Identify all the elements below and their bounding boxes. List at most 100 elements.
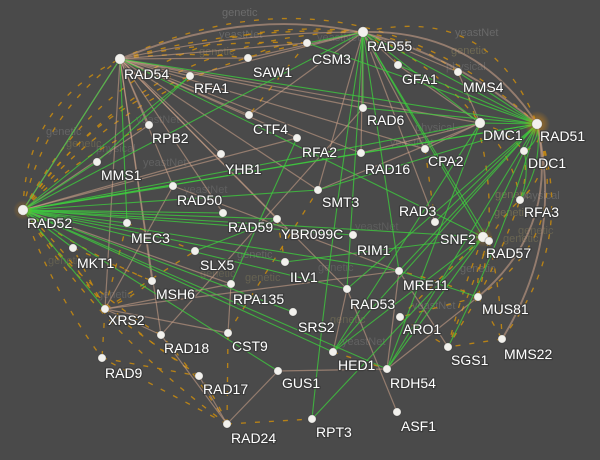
- node-label-YHB1: YHB1: [225, 161, 262, 177]
- node-RFA3[interactable]: [515, 195, 525, 205]
- node-RIM1[interactable]: [348, 230, 358, 240]
- node-ILV1[interactable]: [280, 257, 290, 267]
- node-CSM3[interactable]: [302, 38, 312, 48]
- node-RAD17[interactable]: [194, 371, 204, 381]
- node-label-CPA2: CPA2: [428, 153, 464, 169]
- edge-RAD51-RAD53: [346, 123, 538, 290]
- watermark-text: genetic: [451, 45, 487, 57]
- edge-RAD52-RFA2: [22, 137, 298, 211]
- edge-RAD52-RAD9: [22, 209, 103, 359]
- node-RFA2[interactable]: [292, 133, 302, 143]
- edge-RAD54-SNF2: [119, 58, 484, 238]
- watermark-text: yeastNet: [455, 27, 498, 39]
- node-label-SMT3: SMT3: [322, 194, 360, 210]
- node-RAD18[interactable]: [156, 330, 166, 340]
- edge-RAD54-RAD51: [119, 17, 538, 125]
- node-XRS2[interactable]: [100, 304, 110, 314]
- node-RAD59[interactable]: [218, 208, 228, 218]
- node-label-RAD53: RAD53: [350, 296, 395, 312]
- edge-RAD52-YBR099C: [22, 209, 278, 220]
- edge-RAD54-SMT3: [119, 58, 319, 191]
- node-RAD3[interactable]: [430, 217, 440, 227]
- node-MMS1[interactable]: [92, 157, 102, 167]
- edge-RAD54-RAD18: [119, 58, 162, 336]
- node-YHB1[interactable]: [216, 149, 226, 159]
- node-MUS81[interactable]: [473, 292, 483, 302]
- node-RAD51[interactable]: [531, 118, 543, 130]
- edge-RAD54-RAD55: [119, 30, 364, 60]
- edge-RAD54-RAD51: [119, 23, 538, 125]
- node-label-CST9: CST9: [232, 338, 268, 354]
- node-DDC1[interactable]: [519, 146, 529, 156]
- node-SLX5[interactable]: [190, 246, 200, 256]
- edge-DMC1-RDH54: [386, 122, 481, 370]
- node-RAD6[interactable]: [358, 103, 368, 113]
- edge-RAD54-RAD59: [119, 58, 224, 214]
- node-RAD55[interactable]: [357, 26, 369, 38]
- node-label-RAD9: RAD9: [105, 365, 143, 381]
- node-label-MRE11: MRE11: [403, 277, 449, 293]
- edge-RAD52-RPB2: [22, 124, 150, 211]
- edge-DMC1-SMT3: [317, 122, 481, 191]
- node-RAD57[interactable]: [484, 236, 494, 246]
- node-label-ASF1: ASF1: [401, 418, 436, 434]
- node-label-GUS1: GUS1: [282, 375, 320, 391]
- node-ARO1[interactable]: [395, 312, 405, 322]
- node-SAW1[interactable]: [243, 53, 253, 63]
- edge-CST9-SMT3: [227, 189, 319, 334]
- node-GUS1[interactable]: [273, 366, 283, 376]
- node-GFA1[interactable]: [393, 60, 403, 70]
- node-RAD16[interactable]: [356, 148, 366, 158]
- edge-SNF2-HED1: [332, 236, 484, 353]
- node-CST9[interactable]: [223, 328, 233, 338]
- node-SRS2[interactable]: [288, 307, 298, 317]
- node-label-RPT3: RPT3: [316, 424, 352, 440]
- watermark-text: physical: [96, 143, 136, 155]
- node-RPB2[interactable]: [144, 120, 154, 130]
- node-RPA135[interactable]: [226, 279, 236, 289]
- node-RPT3[interactable]: [307, 414, 317, 424]
- edge-RAD54-RAD55: [119, 31, 364, 60]
- node-CPA2[interactable]: [420, 144, 430, 154]
- edge-GUS1-RDH54: [277, 368, 388, 372]
- edge-DMC1-RAD16: [360, 122, 481, 154]
- node-MMS4[interactable]: [453, 67, 463, 77]
- edge-XRS2-RAD18: [104, 308, 162, 336]
- node-MEC3[interactable]: [122, 218, 132, 228]
- edge-MRE11-RAD50: [172, 185, 400, 272]
- edge-SLX5-YBR099C: [194, 218, 278, 252]
- node-MRE11[interactable]: [394, 266, 404, 276]
- node-MSH6[interactable]: [147, 276, 157, 286]
- node-DMC1[interactable]: [474, 117, 486, 129]
- node-CTF4[interactable]: [244, 110, 254, 120]
- node-ASF1[interactable]: [392, 407, 402, 417]
- node-RFA1[interactable]: [185, 71, 195, 81]
- node-SMT3[interactable]: [313, 185, 323, 195]
- node-label-SNF2: SNF2: [440, 231, 476, 247]
- node-YBR099C[interactable]: [272, 214, 282, 224]
- edge-RAD24-RPT3: [226, 418, 313, 425]
- node-HED1[interactable]: [328, 347, 338, 357]
- node-SGS1[interactable]: [443, 342, 453, 352]
- edge-SNF2-ILV1: [284, 236, 484, 263]
- watermark-text: yeastNet: [143, 157, 186, 169]
- node-MMS22[interactable]: [497, 334, 507, 344]
- node-RAD9[interactable]: [97, 353, 107, 363]
- node-label-RAD52: RAD52: [27, 215, 72, 231]
- edge-RAD54-CPA2: [119, 58, 426, 150]
- node-label-SRS2: SRS2: [298, 319, 335, 335]
- edge-CST9-RPA135: [227, 283, 232, 334]
- node-RAD52[interactable]: [17, 204, 29, 216]
- node-RAD24[interactable]: [222, 419, 232, 429]
- node-RAD53[interactable]: [342, 284, 352, 294]
- edge-DDC1-RFA3: [519, 150, 527, 201]
- node-RAD54[interactable]: [114, 53, 126, 65]
- node-MKT1[interactable]: [68, 243, 78, 253]
- edge-RAD55-RAD51: [362, 31, 538, 125]
- node-label-GFA1: GFA1: [402, 71, 438, 87]
- node-RAD50[interactable]: [168, 181, 178, 191]
- edge-RAD52-SMT3: [22, 189, 319, 211]
- node-RDH54[interactable]: [382, 364, 392, 374]
- node-label-RAD50: RAD50: [177, 192, 222, 208]
